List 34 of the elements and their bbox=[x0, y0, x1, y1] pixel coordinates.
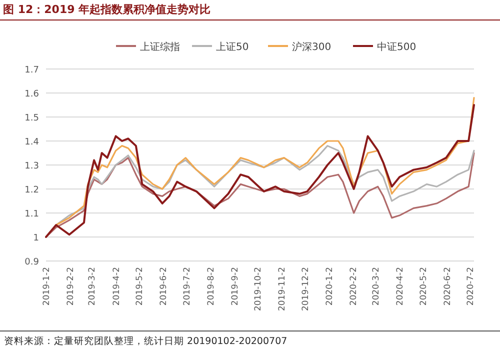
x-tick-label: 2020-5-2 bbox=[418, 267, 429, 306]
y-tick-label: 1.7 bbox=[24, 66, 39, 76]
x-tick-label: 2019-7-2 bbox=[182, 267, 192, 306]
text: 资料来源：定量研究团队整理，统计日期 20190102-20200707 bbox=[4, 335, 288, 347]
x-tick-label: 2019-12-2 bbox=[300, 267, 311, 311]
x-tick-label: 2020-7-2 bbox=[466, 267, 476, 306]
x-tick-label: 2020-1-2 bbox=[325, 267, 336, 306]
y-tick-label: 1.1 bbox=[24, 210, 39, 220]
x-tick-label: 2019-2-2 bbox=[66, 267, 76, 306]
y-tick-label: 1.6 bbox=[24, 90, 40, 100]
x-tick-label: 2019-1-2 bbox=[42, 267, 52, 306]
x-tick-label: 2020-2-2 bbox=[349, 267, 360, 306]
legend-label: 上证综指 bbox=[140, 41, 180, 53]
x-tick-label: 2019-11-2 bbox=[278, 267, 288, 311]
x-tick-label: 2020-6-2 bbox=[442, 267, 453, 306]
x-tick-label: 2020-3-2 bbox=[372, 267, 382, 306]
x-tick-label: 2019-10-2 bbox=[254, 267, 264, 311]
x-tick-label: 2019-6-2 bbox=[159, 267, 170, 306]
y-tick-label: 1.5 bbox=[24, 114, 39, 124]
x-tick-label: 2019-9-2 bbox=[230, 267, 240, 306]
chart-title: 图 12：2019 年起指数累积净值走势对比 bbox=[3, 3, 211, 16]
y-tick-label: 1.3 bbox=[24, 162, 39, 172]
legend-label: 上证50 bbox=[216, 41, 249, 53]
x-tick-label: 2019-4-2 bbox=[112, 267, 122, 306]
y-tick-label: 1 bbox=[33, 234, 39, 244]
x-tick-label: 2019-5-2 bbox=[135, 267, 146, 306]
x-tick-label: 2019-3-2 bbox=[88, 267, 98, 306]
y-tick-label: 1.4 bbox=[24, 138, 40, 148]
legend-label: 沪深300 bbox=[292, 41, 332, 53]
x-tick-label: 2020-4-2 bbox=[396, 267, 406, 306]
y-tick-label: 1.2 bbox=[24, 186, 39, 196]
x-tick-label: 2019-8-2 bbox=[206, 267, 216, 306]
y-tick-label: 0.9 bbox=[24, 258, 40, 268]
legend-label: 中证500 bbox=[377, 41, 416, 53]
